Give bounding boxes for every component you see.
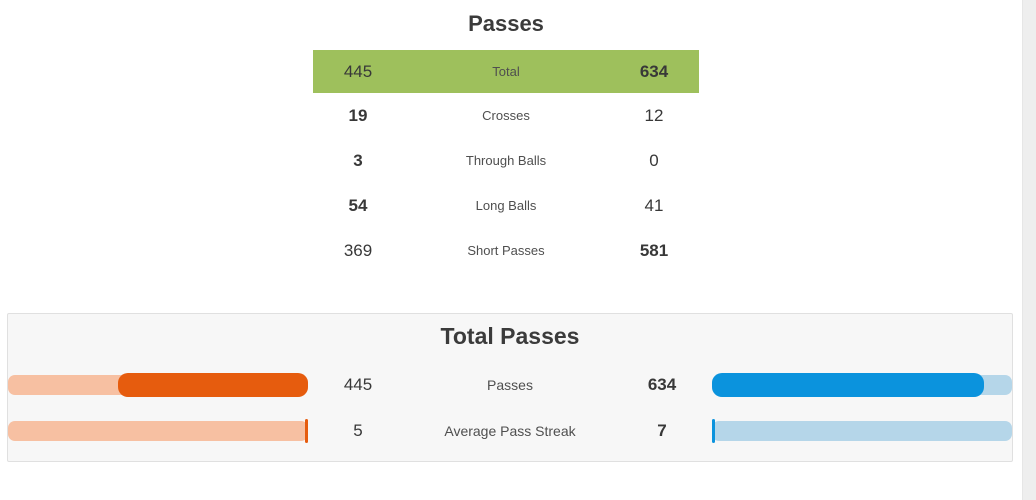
stat-row-short-passes[interactable]: 369 Short Passes 581 (313, 228, 699, 273)
total-passes-card: Total Passes 445 Passes 634 5 Average Pa… (7, 313, 1013, 462)
stat-label: Crosses (482, 108, 530, 123)
home-value: 445 (343, 375, 373, 394)
stat-row-crosses[interactable]: 19 Crosses 12 (313, 93, 699, 138)
passes-table-title: Passes (468, 11, 544, 36)
away-value: 0 (649, 150, 659, 170)
total-passes-card-title: Total Passes (440, 323, 580, 349)
away-bar-fill (712, 419, 715, 443)
away-value: 634 (639, 61, 669, 81)
home-value: 445 (343, 61, 373, 81)
home-value: 5 (353, 421, 363, 440)
away-value: 581 (639, 240, 669, 260)
home-bar-fill (305, 419, 308, 443)
away-team-bar (712, 373, 1012, 397)
away-value: 12 (644, 105, 664, 125)
stat-label: Long Balls (475, 198, 537, 213)
away-team-bar (712, 419, 1012, 443)
home-value: 19 (348, 105, 368, 125)
stat-label: Total (492, 64, 520, 79)
passes-comparison-table: Passes 445 Total 634 19 Crosses 12 3 Thr… (313, 8, 699, 273)
away-bar-track (712, 421, 1012, 441)
home-team-bar (8, 373, 308, 397)
stat-label: Average Pass Streak (444, 423, 576, 439)
away-value: 7 (657, 421, 667, 440)
stat-row-long-balls[interactable]: 54 Long Balls 41 (313, 183, 699, 228)
bar-row-average-pass-streak: 5 Average Pass Streak 7 (8, 419, 1012, 443)
home-value: 3 (353, 150, 363, 170)
stat-row-total[interactable]: 445 Total 634 (313, 50, 699, 93)
stat-row-through-balls[interactable]: 3 Through Balls 0 (313, 138, 699, 183)
stat-label: Through Balls (465, 153, 547, 168)
stat-label: Short Passes (467, 243, 545, 258)
home-value: 54 (348, 195, 368, 215)
stat-label: Passes (487, 377, 533, 393)
away-bar-fill (712, 373, 984, 397)
away-value: 41 (644, 195, 664, 215)
bar-row-passes: 445 Passes 634 (8, 373, 1012, 397)
home-team-bar (8, 419, 308, 443)
home-bar-track (8, 421, 308, 441)
scrollbar-track[interactable] (1022, 0, 1036, 500)
home-value: 369 (343, 240, 373, 260)
away-value: 634 (647, 375, 677, 394)
home-bar-fill (117, 373, 308, 397)
